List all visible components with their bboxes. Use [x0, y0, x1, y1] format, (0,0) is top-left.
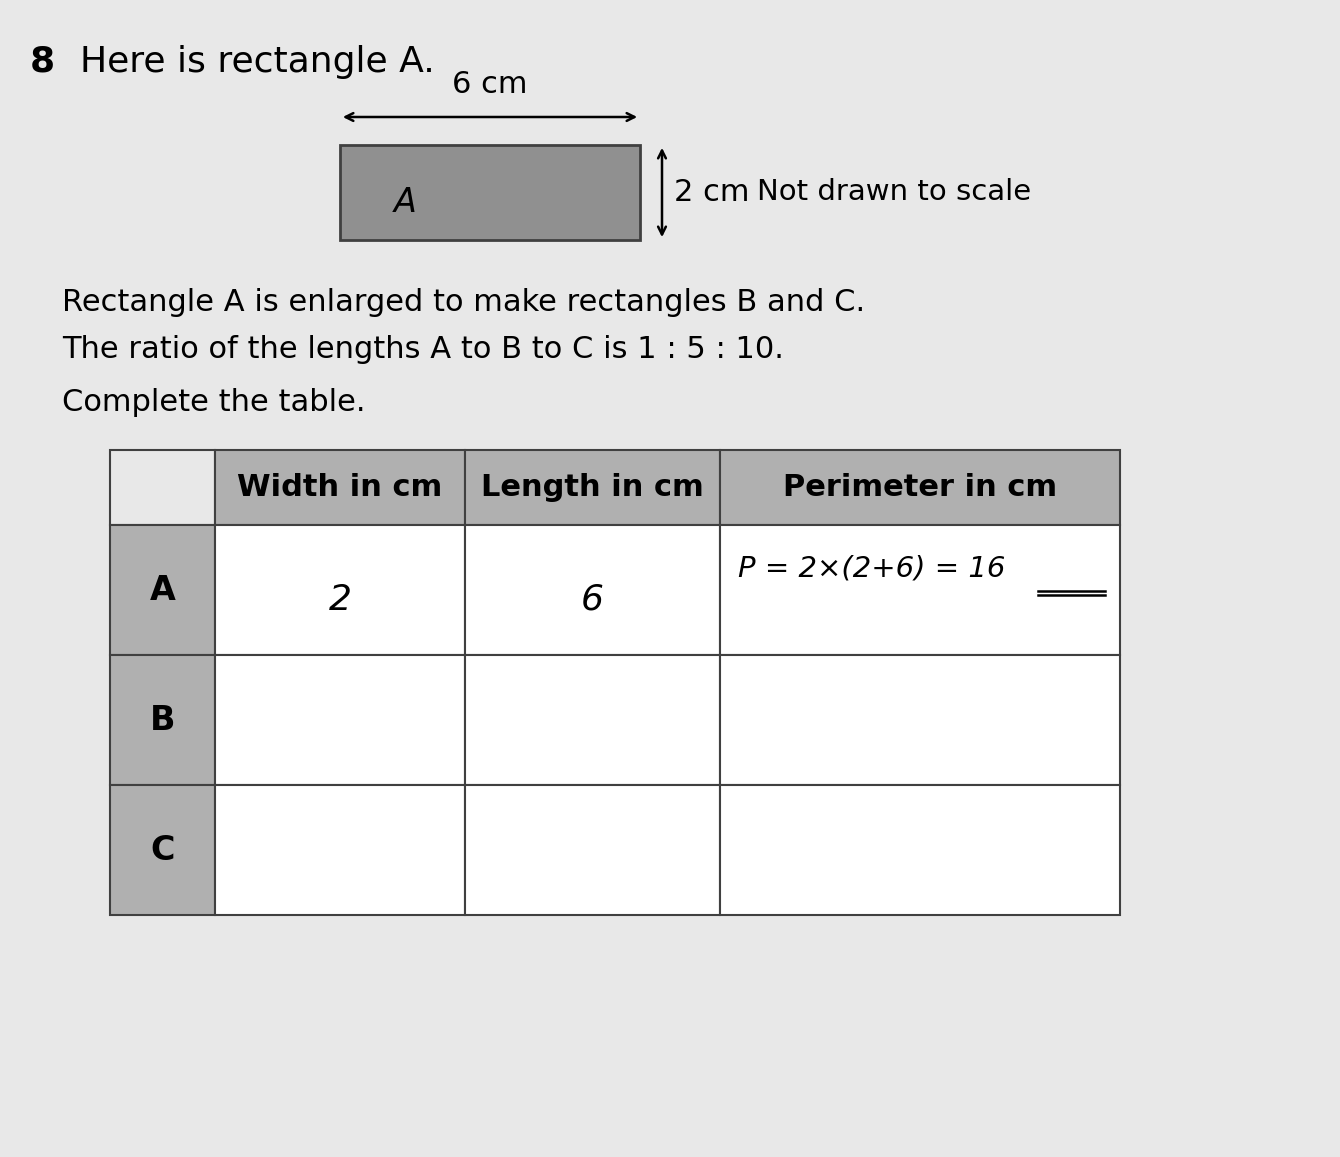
Text: 6 cm: 6 cm [453, 71, 528, 100]
Bar [214, 450, 465, 525]
Bar [110, 525, 214, 655]
Text: Rectangle A is enlarged to make rectangles B and C.: Rectangle A is enlarged to make rectangl… [62, 288, 866, 317]
Bar [340, 145, 641, 239]
Bar [720, 525, 1120, 655]
Text: The ratio of the lengths A to B to C is 1 : 5 : 10.: The ratio of the lengths A to B to C is … [62, 336, 784, 364]
Bar [214, 784, 465, 915]
Bar [465, 525, 720, 655]
Text: Here is rectangle A.: Here is rectangle A. [80, 45, 434, 79]
Text: Not drawn to scale: Not drawn to scale [757, 178, 1030, 206]
Text: P = 2×(2+6) = 16: P = 2×(2+6) = 16 [738, 555, 1005, 583]
Text: 6: 6 [582, 583, 604, 617]
Text: A: A [150, 574, 176, 606]
Text: Width in cm: Width in cm [237, 473, 442, 502]
Bar [465, 655, 720, 784]
Text: B: B [150, 703, 176, 737]
Bar [720, 450, 1120, 525]
Text: 2: 2 [328, 583, 351, 617]
Text: Length in cm: Length in cm [481, 473, 704, 502]
Bar [465, 450, 720, 525]
Text: Complete the table.: Complete the table. [62, 388, 366, 417]
Text: 8: 8 [29, 45, 55, 79]
Bar [720, 655, 1120, 784]
Bar [110, 784, 214, 915]
Bar [720, 784, 1120, 915]
Text: Perimeter in cm: Perimeter in cm [783, 473, 1057, 502]
Bar [110, 655, 214, 784]
Bar [214, 655, 465, 784]
Text: A: A [394, 185, 417, 219]
Text: 2 cm: 2 cm [674, 178, 749, 207]
Text: C: C [150, 833, 174, 867]
Bar [465, 784, 720, 915]
Bar [110, 450, 214, 525]
Bar [214, 525, 465, 655]
